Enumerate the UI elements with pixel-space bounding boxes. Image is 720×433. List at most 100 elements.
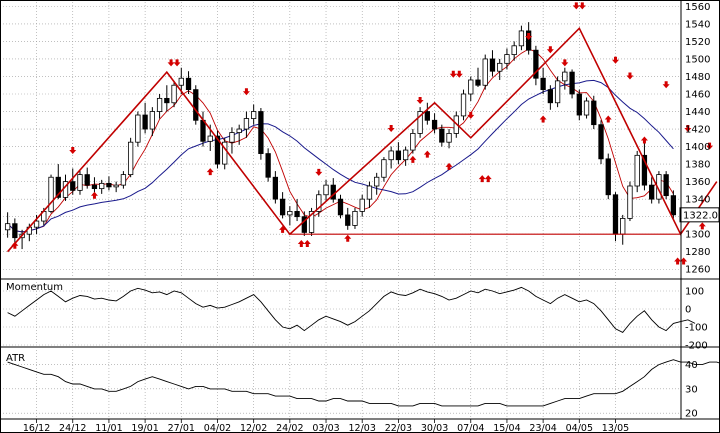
momentum-y-axis: 100 0 -100 -200 (685, 287, 708, 352)
price-tick-label: 1280 (685, 247, 710, 258)
atr-series-line (7, 359, 720, 407)
candle (359, 194, 365, 217)
signal-arrow-up (90, 191, 98, 199)
atr-y-axis: 40 30 20 (685, 360, 698, 420)
atr-line (7, 359, 720, 407)
candle-body (243, 118, 250, 130)
candle-body (236, 128, 242, 133)
arrow-glyph (167, 59, 175, 67)
momentum-panel: 100 0 -100 -200 Momentum (0, 282, 708, 352)
candle-body (605, 158, 611, 196)
arrow-glyph (90, 191, 98, 199)
arrow-glyph (206, 168, 214, 176)
signal-arrow-up (344, 234, 352, 242)
price-tick-label: 1440 (685, 107, 710, 118)
candle-body (388, 150, 394, 161)
candle-body (381, 159, 387, 178)
zigzag-line (7, 26, 718, 253)
candle-body (127, 141, 134, 176)
signal-arrow-down (611, 56, 619, 64)
atr-tick-label: 40 (685, 360, 698, 371)
candle-body (33, 220, 40, 228)
arrow-glyph (315, 168, 323, 176)
signal-arrow-up (539, 115, 547, 123)
candle (439, 124, 445, 147)
candle-body (164, 97, 170, 104)
arrow-glyph (416, 97, 424, 105)
candle (482, 54, 488, 90)
candle (287, 206, 293, 226)
candle (504, 48, 510, 70)
momentum-grid (0, 282, 681, 346)
candle-body (511, 45, 517, 55)
candle-body (301, 216, 307, 233)
candle (424, 102, 430, 125)
arrow-glyph (611, 56, 619, 64)
candle-body (540, 77, 546, 91)
price-candles (4, 22, 677, 250)
candle-body (84, 174, 90, 186)
arrow-glyph (525, 33, 533, 41)
signal-arrow-up (279, 225, 287, 233)
candle (301, 211, 307, 236)
signal-arrow-up (297, 239, 311, 247)
candle (547, 85, 554, 110)
arrow-glyph (467, 111, 475, 119)
candle (236, 124, 242, 145)
date-tick-label: 15/04 (493, 423, 520, 433)
date-tick-label: 22/03 (385, 423, 412, 433)
candle (4, 212, 11, 238)
candle-body (352, 211, 358, 226)
candle-body (207, 135, 213, 142)
candle-body (460, 93, 467, 117)
momentum-tick-label: -200 (685, 341, 708, 352)
candle-body (91, 184, 98, 190)
candle-body (634, 154, 640, 187)
price-tick-label: 1400 (685, 142, 710, 153)
candle-body (359, 198, 365, 212)
arrow-glyph (344, 234, 352, 242)
arrow-glyph (680, 257, 688, 265)
candle-body (620, 218, 626, 235)
candle (106, 176, 112, 191)
signal-arrow-up (674, 257, 688, 265)
candle (395, 142, 402, 165)
date-tick-label: 23/04 (529, 423, 556, 433)
candle-body (4, 223, 11, 231)
price-tick-label: 1420 (685, 125, 710, 136)
momentum-title: Momentum (6, 282, 63, 293)
atr-grid (0, 350, 681, 418)
candle (345, 207, 351, 230)
candle (279, 192, 286, 219)
signal-arrow-down (449, 70, 463, 78)
arrow-glyph (449, 70, 457, 78)
price-grid (0, 2, 681, 278)
candle (70, 168, 76, 195)
candle (294, 199, 300, 222)
signal-arrow-down (572, 2, 586, 10)
signal-arrow-down (684, 125, 692, 133)
candle-body (12, 223, 18, 239)
candle (431, 113, 438, 134)
date-tick-label: 27/01 (168, 423, 195, 433)
candle-body (366, 185, 373, 200)
candle (120, 171, 127, 189)
zigzag-overlay (7, 26, 718, 253)
candle-body (251, 111, 257, 119)
candle (337, 194, 344, 219)
candle (55, 164, 61, 200)
signal-arrow-down (626, 72, 634, 80)
candle (381, 157, 387, 182)
date-tick-label: 11/01 (95, 423, 122, 433)
candle (12, 218, 18, 243)
candle-body (482, 58, 488, 86)
candle-body (533, 49, 539, 79)
candle (308, 207, 315, 236)
date-tick-label: 12/03 (349, 423, 376, 433)
candle (598, 120, 604, 165)
date-tick-label: 24/02 (276, 423, 303, 433)
candle (323, 179, 329, 201)
candle (272, 171, 279, 204)
signal-arrow-down (467, 111, 475, 119)
